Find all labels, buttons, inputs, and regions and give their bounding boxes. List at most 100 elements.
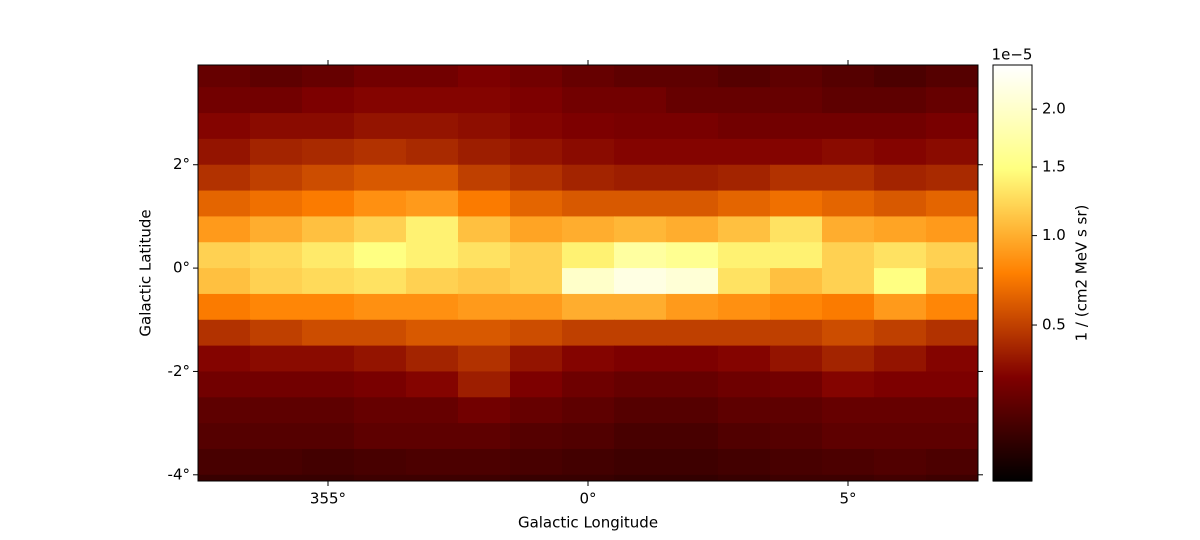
- colorbar-swatch: [993, 217, 1032, 220]
- heatmap-cell: [458, 242, 511, 269]
- colorbar-swatch: [993, 93, 1032, 96]
- colorbar-swatch: [993, 251, 1032, 254]
- heatmap-cell: [666, 319, 719, 347]
- heatmap-cell: [562, 138, 615, 166]
- colorbar-swatch: [993, 463, 1032, 466]
- heatmap-cell: [666, 268, 719, 295]
- heatmap-cell: [718, 319, 771, 347]
- colorbar-swatch: [993, 293, 1032, 296]
- heatmap-cell: [718, 397, 771, 424]
- colorbar-swatch: [993, 129, 1032, 132]
- heatmap-cell: [926, 423, 978, 450]
- heatmap-cell: [458, 319, 511, 347]
- heatmap-cell: [614, 87, 667, 114]
- colorbar-swatch: [993, 235, 1032, 238]
- heatmap-cell: [406, 345, 459, 372]
- heatmap-cell: [718, 65, 771, 88]
- heatmap-cell: [874, 319, 927, 347]
- heatmap-cell: [198, 293, 251, 321]
- colorbar-swatch: [993, 449, 1032, 452]
- heatmap-cell: [198, 164, 251, 192]
- heatmap-cell: [822, 345, 875, 372]
- heatmap-cell: [562, 65, 615, 88]
- heatmap-cell: [510, 190, 563, 217]
- colorbar-swatch: [993, 301, 1032, 304]
- colorbar-swatch: [993, 395, 1032, 398]
- colorbar-swatch: [993, 233, 1032, 236]
- colorbar-swatch: [993, 149, 1032, 152]
- colorbar-swatch: [993, 219, 1032, 222]
- colorbar-swatch: [993, 215, 1032, 218]
- colorbar-swatch: [993, 303, 1032, 306]
- colorbar-swatch: [993, 201, 1032, 204]
- colorbar-swatch: [993, 329, 1032, 332]
- colorbar-swatch: [993, 65, 1032, 68]
- colorbar: [993, 65, 1032, 482]
- heatmap-cell: [198, 371, 251, 398]
- heatmap-cell: [718, 113, 771, 140]
- heatmap-cell: [874, 242, 927, 269]
- heatmap-cell: [354, 164, 407, 192]
- heatmap-cell: [510, 138, 563, 166]
- x-tick-label: 0°: [579, 490, 596, 508]
- colorbar-swatch: [993, 269, 1032, 272]
- heatmap-cell: [406, 397, 459, 424]
- colorbar-tick-label: 2.0: [1042, 100, 1066, 118]
- heatmap-cell: [510, 164, 563, 192]
- colorbar-swatch: [993, 225, 1032, 228]
- heatmap-cell: [926, 345, 978, 372]
- heatmap-cell: [458, 164, 511, 192]
- colorbar-swatch: [993, 357, 1032, 360]
- heatmap-cell: [198, 474, 251, 481]
- colorbar-swatch: [993, 299, 1032, 302]
- colorbar-swatch: [993, 115, 1032, 118]
- colorbar-swatch: [993, 319, 1032, 322]
- colorbar-swatch: [993, 85, 1032, 88]
- heatmap-cell: [250, 216, 303, 243]
- colorbar-swatch: [993, 161, 1032, 164]
- heatmap-cell: [302, 293, 355, 321]
- colorbar-swatch: [993, 385, 1032, 388]
- colorbar-swatch: [993, 369, 1032, 372]
- colorbar-swatch: [993, 403, 1032, 406]
- colorbar-swatch: [993, 309, 1032, 312]
- colorbar-swatch: [993, 375, 1032, 378]
- heatmap-cell: [562, 242, 615, 269]
- heatmap-cell: [562, 345, 615, 372]
- colorbar-swatch: [993, 471, 1032, 474]
- colorbar-swatch: [993, 73, 1032, 76]
- heatmap-cell: [718, 474, 771, 481]
- colorbar-swatch: [993, 475, 1032, 478]
- heatmap-cell: [198, 113, 251, 140]
- colorbar-swatch: [993, 461, 1032, 464]
- colorbar-swatch: [993, 247, 1032, 250]
- heatmap-cell: [874, 448, 927, 476]
- colorbar-swatch: [993, 245, 1032, 248]
- colorbar-swatch: [993, 187, 1032, 190]
- heatmap-cell: [562, 268, 615, 295]
- heatmap-cell: [406, 423, 459, 450]
- colorbar-swatch: [993, 389, 1032, 392]
- heatmap-cell: [926, 216, 978, 243]
- heatmap-cell: [874, 87, 927, 114]
- heatmap-cell: [562, 164, 615, 192]
- colorbar-tick-label: 1.0: [1042, 226, 1066, 244]
- colorbar-swatch: [993, 407, 1032, 410]
- heatmap-cell: [510, 345, 563, 372]
- colorbar-swatch: [993, 177, 1032, 180]
- heatmap-cell: [770, 87, 823, 114]
- heatmap-cell: [822, 138, 875, 166]
- heatmap-cell: [614, 423, 667, 450]
- y-axis-label: Galactic Latitude: [137, 209, 155, 336]
- colorbar-swatch: [993, 241, 1032, 244]
- colorbar-swatch: [993, 79, 1032, 82]
- heatmap-cell: [770, 164, 823, 192]
- heatmap-cell: [510, 293, 563, 321]
- colorbar-swatch: [993, 373, 1032, 376]
- heatmap-cell: [510, 397, 563, 424]
- heatmap-cell: [614, 242, 667, 269]
- colorbar-swatch: [993, 429, 1032, 432]
- colorbar-swatch: [993, 263, 1032, 266]
- colorbar-swatch: [993, 105, 1032, 108]
- heatmap-cell: [822, 448, 875, 476]
